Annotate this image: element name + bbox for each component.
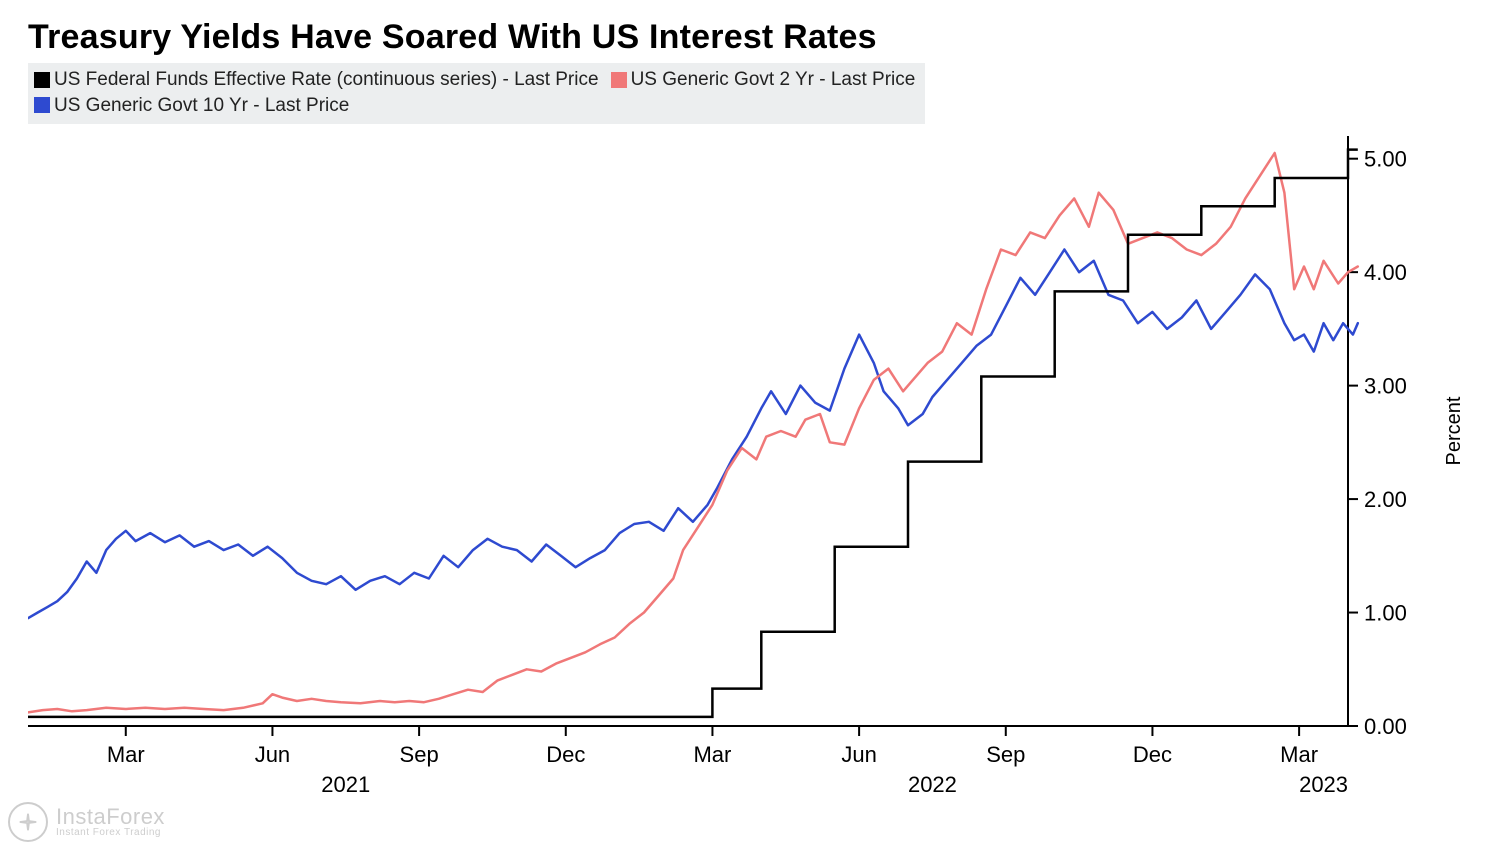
svg-text:Mar: Mar	[1280, 742, 1318, 767]
svg-text:Jun: Jun	[841, 742, 876, 767]
chart-area: 0.00 1.00 2.00 3.00 4.00 5.00 Percent Mar Jun Sep…	[28, 130, 1472, 850]
watermark-logo-icon	[8, 802, 48, 842]
svg-text:1.00: 1.00	[1364, 601, 1407, 626]
watermark: InstaForex Instant Forex Trading	[8, 802, 165, 842]
svg-text:Mar: Mar	[693, 742, 731, 767]
svg-text:Jun: Jun	[255, 742, 290, 767]
svg-text:Dec: Dec	[1133, 742, 1172, 767]
legend-label: US Federal Funds Effective Rate (continu…	[54, 67, 599, 93]
svg-text:Sep: Sep	[986, 742, 1025, 767]
legend: US Federal Funds Effective Rate (continu…	[28, 63, 925, 124]
svg-text:Percent: Percent	[1443, 396, 1465, 465]
line-chart: 0.00 1.00 2.00 3.00 4.00 5.00 Percent Mar Jun Sep…	[28, 130, 1472, 850]
svg-text:Sep: Sep	[400, 742, 439, 767]
legend-swatch	[611, 72, 627, 88]
svg-text:Mar: Mar	[107, 742, 145, 767]
legend-swatch	[34, 72, 50, 88]
svg-text:0.00: 0.00	[1364, 714, 1407, 739]
watermark-brand: InstaForex	[56, 806, 165, 828]
watermark-sub: Instant Forex Trading	[56, 828, 165, 838]
legend-item-fedfunds: US Federal Funds Effective Rate (continu…	[34, 67, 599, 93]
svg-text:4.00: 4.00	[1364, 260, 1407, 285]
chart-title: Treasury Yields Have Soared With US Inte…	[28, 18, 1472, 57]
svg-text:5.00: 5.00	[1364, 147, 1407, 172]
svg-text:2.00: 2.00	[1364, 487, 1407, 512]
svg-text:3.00: 3.00	[1364, 374, 1407, 399]
svg-text:Dec: Dec	[546, 742, 585, 767]
legend-item-10yr: US Generic Govt 10 Yr - Last Price	[34, 93, 349, 119]
legend-swatch	[34, 97, 50, 113]
legend-label: US Generic Govt 2 Yr - Last Price	[631, 67, 916, 93]
legend-item-2yr: US Generic Govt 2 Yr - Last Price	[611, 67, 916, 93]
svg-text:2022: 2022	[908, 772, 957, 797]
legend-label: US Generic Govt 10 Yr - Last Price	[54, 93, 349, 119]
svg-text:2023: 2023	[1299, 772, 1348, 797]
svg-text:2021: 2021	[321, 772, 370, 797]
